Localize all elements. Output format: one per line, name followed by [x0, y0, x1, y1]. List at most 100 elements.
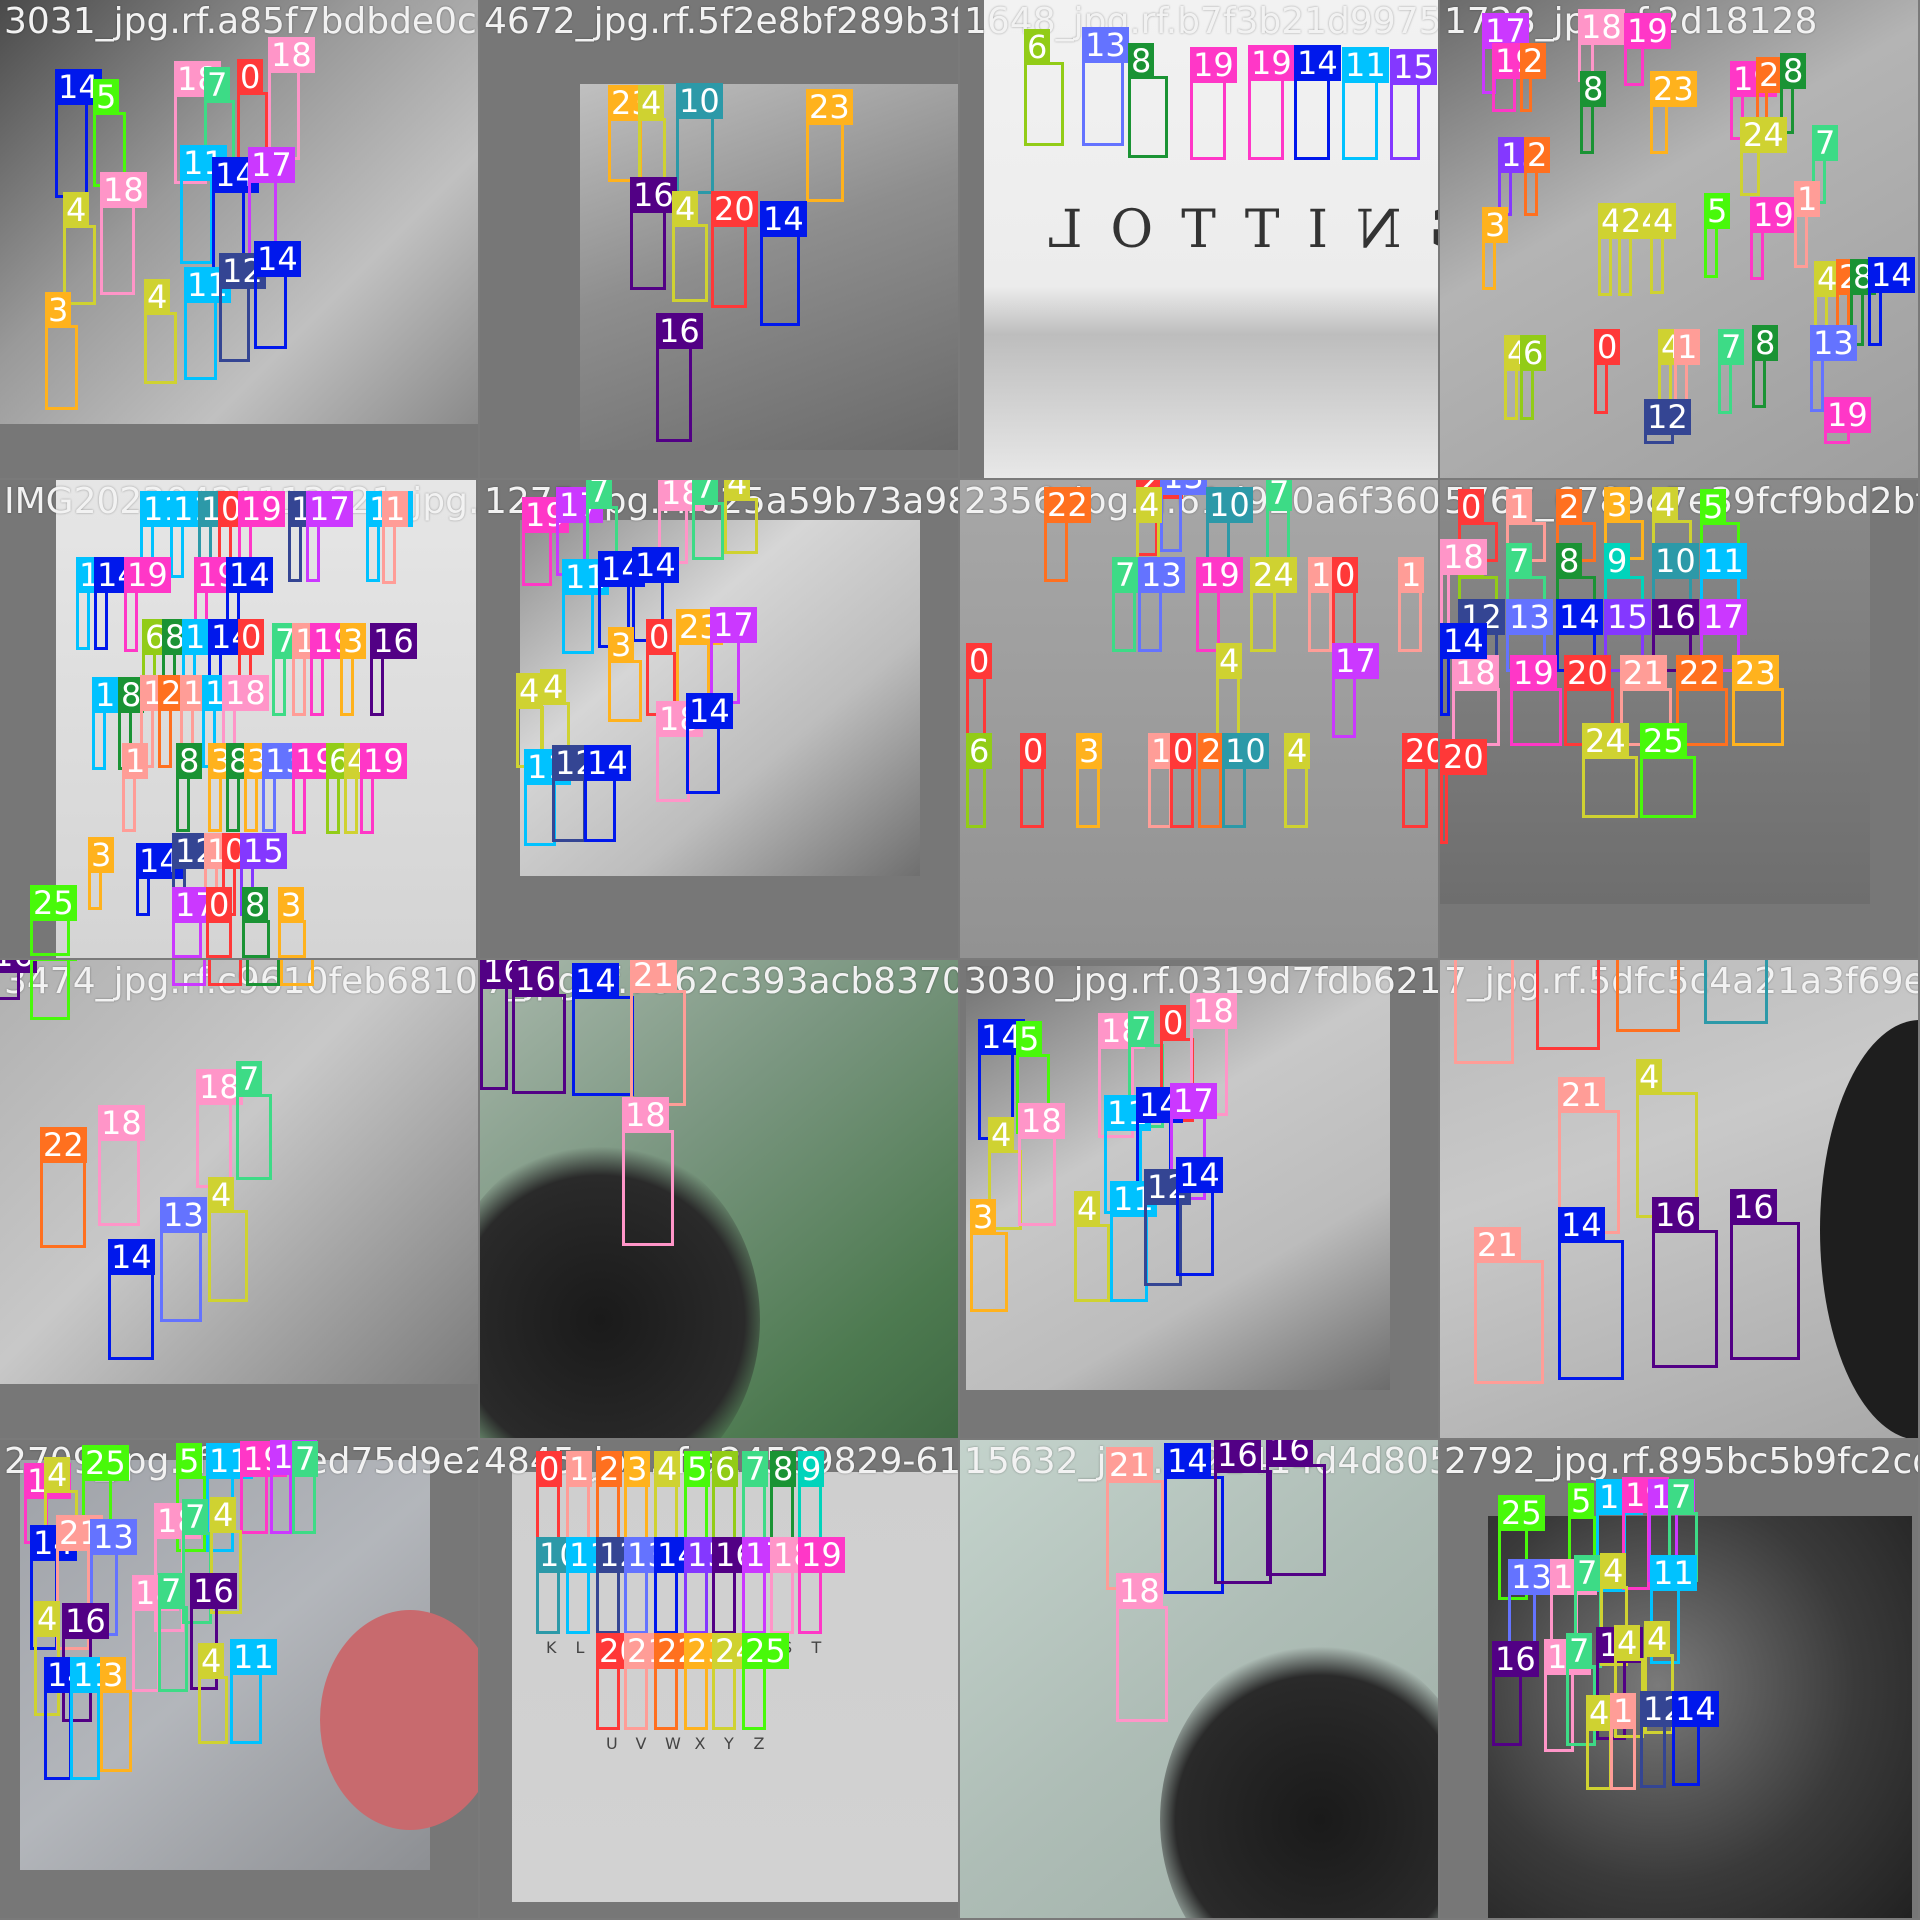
box-label: 7	[692, 480, 719, 505]
bounding-box: 11	[76, 557, 123, 650]
bounding-box: 3	[100, 1657, 132, 1772]
box-label: 0	[1458, 489, 1485, 525]
box-label: 13	[1160, 480, 1207, 495]
box-label: 4	[210, 1497, 237, 1533]
box-label: 17	[248, 147, 295, 183]
bounding-box: 4	[63, 192, 96, 305]
alphabet-letter: L	[575, 1638, 585, 1657]
bounding-box: 3	[624, 1451, 651, 1548]
box-label: 23	[1650, 71, 1697, 107]
box-label: 3	[88, 837, 115, 873]
box-label: 5	[93, 79, 120, 115]
bounding-box: 4	[654, 1451, 681, 1548]
box-label: 22	[1044, 487, 1091, 523]
bounding-box: 3	[45, 292, 78, 410]
bounding-box: 7	[1718, 329, 1745, 414]
box-label: 9	[798, 1451, 825, 1487]
image-tile: 222013410771319241010417603102104202356_…	[960, 480, 1438, 958]
box-label: 8	[770, 1451, 797, 1487]
image-tile: GNITTOL 6 13 8 19 19 14 11 15 1648_jpg.rf.b7f3b21…	[960, 0, 1438, 478]
bounding-box: 14	[1176, 1157, 1223, 1276]
bounding-box: 1	[1506, 489, 1546, 562]
bounding-box: 19	[360, 743, 407, 834]
box-label: 16	[1492, 1641, 1539, 1677]
box-label: 16	[62, 1603, 109, 1639]
bounding-box: 13	[262, 743, 309, 832]
box-label: 3	[1604, 487, 1631, 523]
box-label: 0	[646, 619, 673, 655]
bounding-box: 21	[630, 960, 686, 1106]
box-label: 24	[1582, 723, 1629, 759]
box-label: 14	[226, 557, 273, 593]
sign-text: GNITTOL	[1020, 200, 1438, 260]
box-label: 7	[1718, 329, 1745, 365]
bounding-box: 3	[608, 627, 642, 722]
bounding-box: 19	[798, 1537, 845, 1634]
bounding-box: 13	[1810, 325, 1857, 412]
box-label: 4	[1216, 643, 1243, 679]
box-label: 21	[1106, 1447, 1153, 1483]
box-label: 4	[516, 673, 543, 709]
box-label: 3	[970, 1199, 997, 1235]
box-label: 11	[230, 1639, 277, 1675]
box-label: 1	[1148, 733, 1175, 769]
bounding-box: 18	[656, 701, 703, 802]
bounding-box: 10	[536, 1537, 583, 1634]
bounding-box: 3	[970, 1199, 1008, 1312]
box-label: 18	[268, 37, 315, 73]
box-label: 1	[1610, 1693, 1637, 1729]
box-label: 7	[1112, 557, 1139, 593]
bounding-box: 11	[180, 145, 227, 264]
bounding-box: 4	[516, 673, 544, 768]
bounding-box: 4	[1136, 487, 1163, 582]
box-label: 15	[240, 833, 287, 869]
bounding-box: 3	[278, 887, 306, 958]
box-label: 16	[656, 313, 703, 349]
bounding-box: 0	[1594, 329, 1621, 414]
bounding-box: 3	[208, 743, 235, 832]
box-label: 1	[1398, 557, 1425, 593]
bounding-box: 11	[184, 267, 231, 380]
bounding-box: 1	[1794, 181, 1821, 268]
bounding-box: 18	[132, 1575, 179, 1692]
bounding-box: 10	[1206, 487, 1253, 582]
box-label: 16	[512, 961, 559, 997]
bounding-box: 18	[98, 1105, 145, 1226]
bounding-box: 2	[158, 675, 185, 768]
box-label: 7	[236, 1061, 263, 1097]
box-label: 25	[30, 960, 77, 961]
bounding-box: 20	[596, 1633, 643, 1730]
bounding-box: 18	[1440, 539, 1487, 642]
bounding-box: 17	[1700, 599, 1747, 672]
bounding-box: 15	[684, 1537, 731, 1634]
box-label: 8	[242, 887, 269, 923]
box-label: 0	[966, 643, 993, 679]
bounding-box: 17	[270, 1440, 317, 1534]
bounding-box: 14	[1868, 257, 1915, 346]
bounding-box: 4	[198, 1643, 228, 1744]
bounding-box: 14	[108, 1239, 155, 1360]
box-label: 14	[1558, 1207, 1605, 1243]
box-label: 2	[1520, 43, 1547, 79]
bounding-box: 2	[1524, 137, 1551, 216]
bounding-box: 8	[770, 1451, 797, 1548]
box-label: 4	[1074, 1191, 1101, 1227]
box-label: 25	[1498, 1495, 1545, 1531]
box-label: 4	[144, 279, 171, 315]
bounding-box: 14	[44, 1657, 91, 1780]
bounding-box: 6	[966, 733, 993, 828]
bounding-box: 14	[254, 241, 301, 349]
box-label: 4	[672, 191, 699, 227]
box-label: 18	[196, 1069, 243, 1105]
bounding-box: 17	[172, 960, 206, 986]
box-label: 18	[1190, 993, 1237, 1029]
bounding-box: 4	[1650, 203, 1677, 294]
box-label: 3	[45, 292, 72, 328]
box-label: 0	[1160, 1005, 1187, 1041]
bounding-box: 4	[672, 191, 708, 302]
bounding-box: 19	[1190, 47, 1237, 160]
box-label: 22	[1676, 655, 1723, 691]
bounding-box: 13	[1082, 27, 1129, 146]
box-label: 13	[1508, 1559, 1555, 1595]
box-label: 14	[108, 1239, 155, 1275]
